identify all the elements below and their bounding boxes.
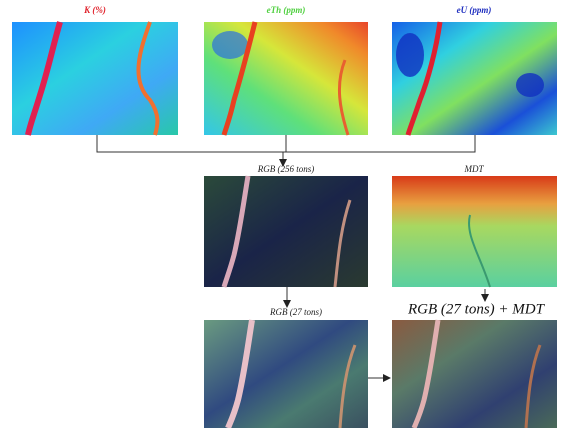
map-image — [204, 320, 368, 428]
map-image — [392, 320, 557, 428]
panel-label: RGB (256 tons) — [257, 164, 315, 174]
map-image — [12, 22, 178, 135]
map-image — [392, 22, 557, 135]
panel-label: RGB (27 tons) + MDT — [407, 301, 546, 317]
map-image — [204, 22, 368, 135]
diagram: K (%) eTh (ppm) eU (ppm) RGB (256 tons) … — [0, 0, 561, 428]
map-image — [392, 176, 557, 287]
panel-label: RGB (27 tons) — [269, 307, 322, 317]
panel-label: MDT — [463, 164, 484, 174]
page: K (%) eTh (ppm) eU (ppm) RGB (256 tons) … — [0, 0, 561, 428]
panel-label: K (%) — [83, 5, 106, 15]
map-image — [204, 176, 368, 287]
panel-label: eTh (ppm) — [267, 5, 306, 15]
panel-label: eU (ppm) — [457, 5, 492, 15]
